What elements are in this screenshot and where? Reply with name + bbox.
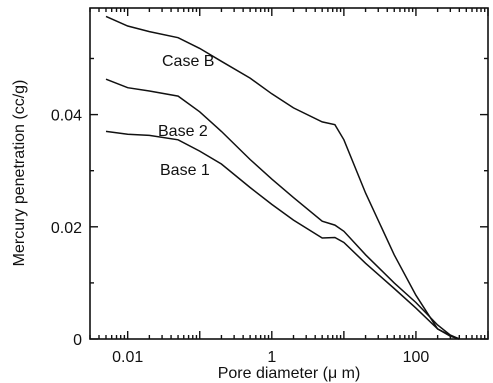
x-tick-label: 100 bbox=[403, 349, 430, 366]
y-tick-label: 0.02 bbox=[51, 220, 82, 237]
y-axis-label: Mercury penetration (cc/g) bbox=[11, 80, 28, 267]
x-axis-label: Pore diameter (μ m) bbox=[218, 365, 361, 382]
ticks-layer bbox=[89, 8, 489, 340]
series-line-base-2 bbox=[105, 78, 460, 340]
y-tick-label: 0.04 bbox=[51, 108, 82, 125]
series-label-case-b: Case B bbox=[162, 53, 214, 70]
series-label-base-2: Base 2 bbox=[158, 123, 208, 140]
x-tick-label: 1 bbox=[267, 349, 276, 366]
x-tick-label: 0.01 bbox=[112, 349, 143, 366]
series-label-base-1: Base 1 bbox=[160, 162, 210, 179]
plot-frame bbox=[89, 7, 489, 340]
series-line-base-1 bbox=[105, 130, 460, 340]
curves-layer bbox=[105, 15, 460, 340]
series-line-case-b bbox=[105, 15, 460, 340]
labels-layer: 0.01 1 100 0 0.02 0.04 Case B Base 2 Base 1 bbox=[51, 53, 430, 366]
y-tick-label: 0 bbox=[73, 332, 82, 349]
